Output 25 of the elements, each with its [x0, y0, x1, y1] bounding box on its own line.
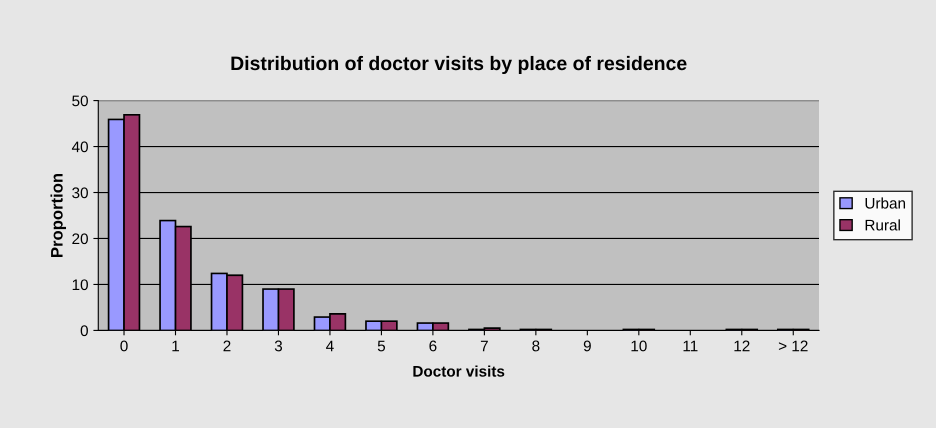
y-tick-label: 50 — [72, 95, 88, 106]
x-axis-title: Doctor visits — [413, 365, 504, 377]
x-tick-label: > 12 — [778, 340, 808, 352]
x-tick-label: 2 — [224, 340, 230, 352]
legend-label: Rural — [866, 219, 900, 231]
x-tick-label: 7 — [480, 340, 488, 352]
y-axis-title: Proportion — [50, 174, 66, 257]
y-tick-label: 30 — [72, 187, 88, 198]
chart-title: Distribution of doctor visits by place of residence — [231, 56, 687, 74]
y-tick-label: 20 — [72, 233, 88, 244]
x-tick-label: 6 — [429, 340, 436, 352]
x-tick-label: 3 — [274, 340, 282, 352]
legend-label: Urban — [866, 197, 906, 209]
x-tick-label: 5 — [378, 340, 386, 352]
x-tick-label: 1 — [172, 340, 180, 352]
x-tick-label: 12 — [734, 340, 750, 352]
y-tick-label: 10 — [72, 279, 88, 290]
x-tick-label: 11 — [684, 340, 698, 352]
y-tick-label: 0 — [80, 325, 88, 336]
x-tick-label: 4 — [326, 340, 334, 352]
x-tick-label: 0 — [120, 340, 128, 352]
x-tick-label: 9 — [584, 340, 591, 352]
x-tick-label: 8 — [532, 340, 540, 352]
x-tick-label: 10 — [631, 340, 647, 352]
y-tick-label: 40 — [72, 141, 88, 152]
